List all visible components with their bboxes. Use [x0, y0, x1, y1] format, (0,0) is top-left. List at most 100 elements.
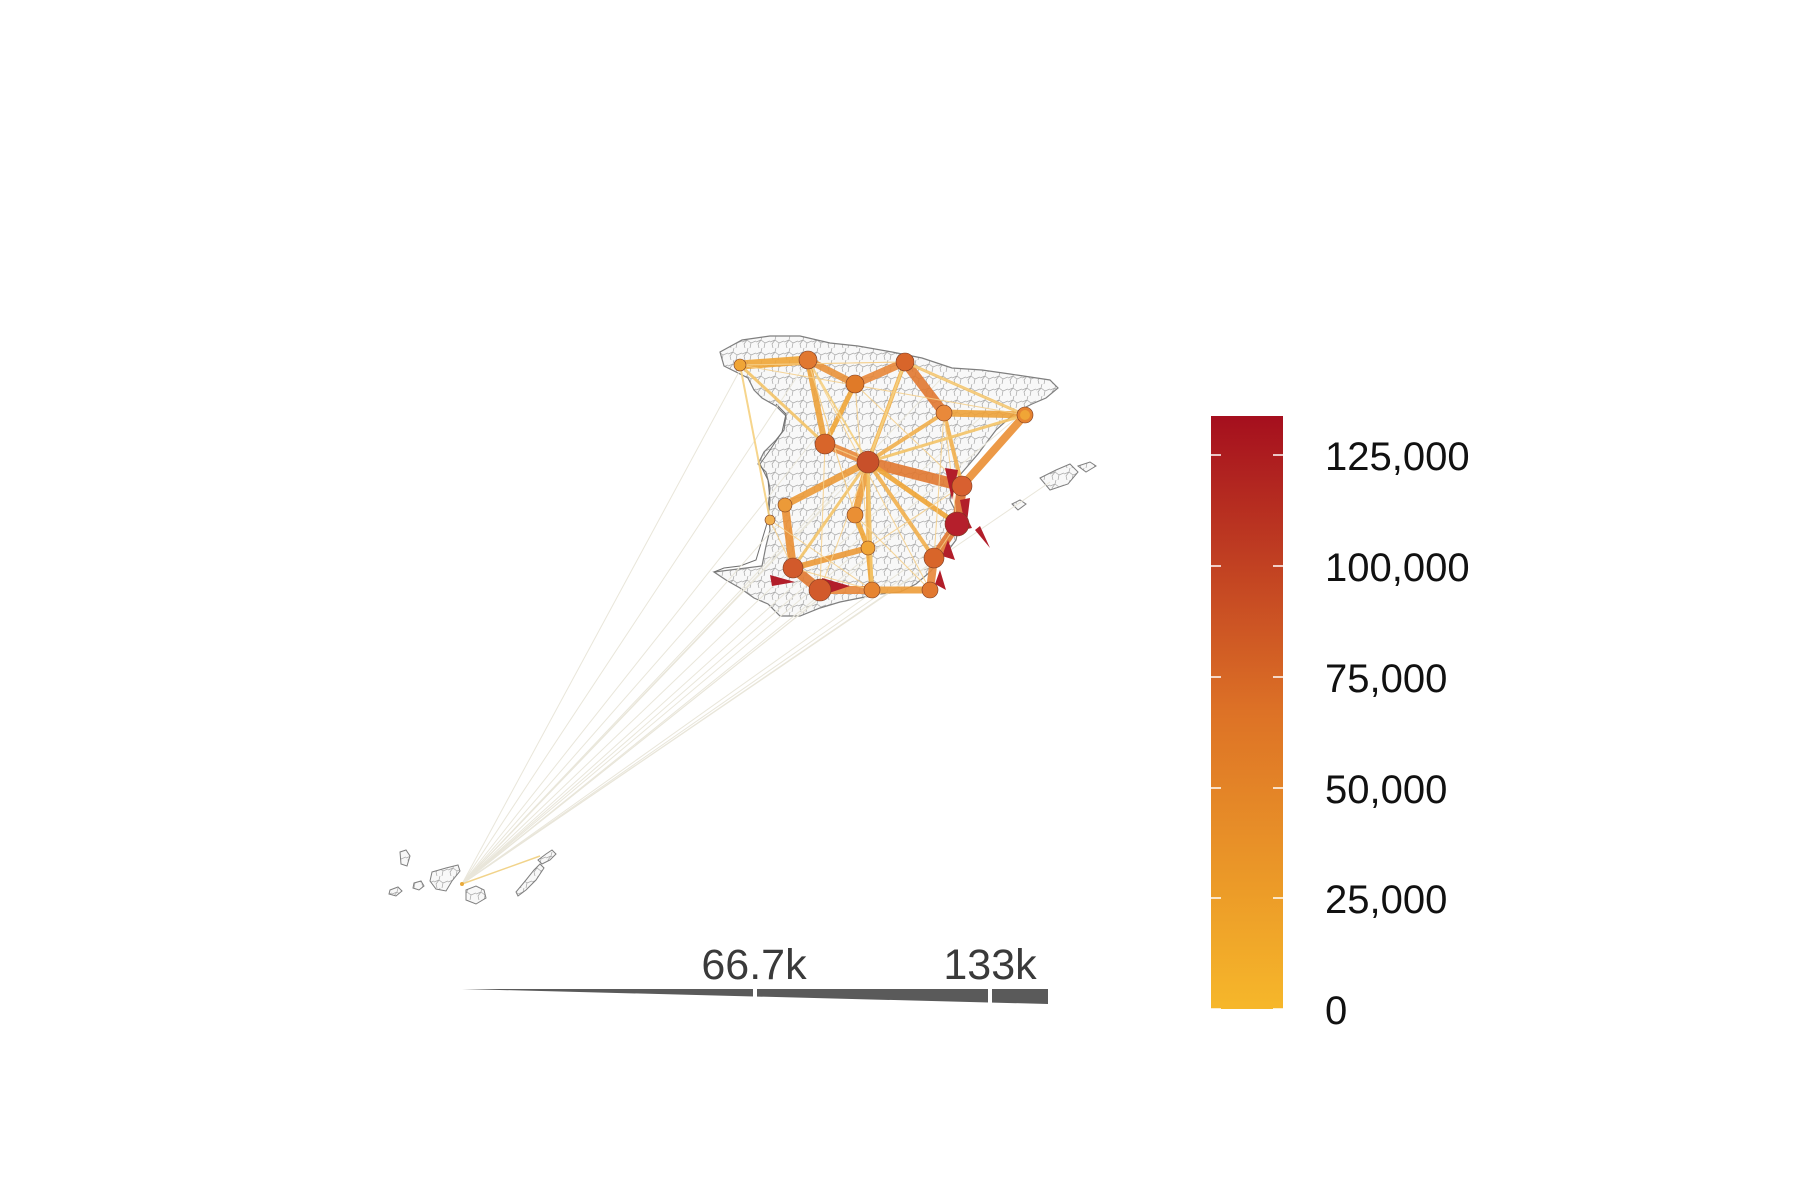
node-vigo — [733, 358, 747, 372]
node-ovi — [798, 350, 818, 370]
node-vall — [814, 433, 836, 455]
faint-flow-7 — [461, 509, 791, 885]
node-zar — [935, 404, 953, 422]
flow-wedge-4 — [935, 570, 946, 590]
flow-mad-val — [862, 456, 968, 492]
legend-label-75000: 75,000 — [1325, 657, 1447, 701]
flow-vigo-vall — [738, 363, 827, 446]
faint-flow-16 — [461, 579, 901, 885]
balearic-islands — [1011, 461, 1097, 511]
faint-flow-lines — [461, 359, 1051, 885]
node-mal — [808, 578, 832, 602]
legend-label-50000: 50,000 — [1325, 768, 1447, 812]
flow-vigo-bad — [739, 364, 771, 521]
flow-mad-gra — [866, 460, 874, 592]
flow-vigo-ovi — [735, 355, 813, 370]
island-mallorca — [1039, 463, 1079, 491]
flow-barc-val — [958, 411, 1029, 490]
flow-mad-sev — [791, 460, 870, 570]
flow-ovi-mad — [807, 359, 869, 463]
color-legend-bar — [1211, 416, 1283, 1009]
flow-wedge-0 — [945, 468, 958, 500]
canary-islands — [388, 849, 557, 905]
flow-zar-mad — [866, 411, 946, 464]
color-legend: 0 25,000 50,000 75,000 100,000 125,000 — [1211, 416, 1470, 1033]
flow-minor-29 — [854, 514, 931, 591]
color-legend-ticks — [1211, 454, 1283, 1010]
flow-minor-22 — [904, 361, 1026, 416]
node-sev — [782, 557, 804, 579]
flow-zar-val — [942, 411, 964, 488]
flow-minor-24 — [739, 364, 1026, 416]
faint-flow-14 — [461, 481, 1051, 885]
flow-wedge-5 — [770, 575, 795, 586]
flow-minor-33 — [819, 443, 826, 591]
flow-wedge-1 — [960, 498, 970, 530]
width-legend: 66.7k 133k — [462, 941, 1048, 1006]
node-cac — [777, 497, 793, 513]
island-lanzarote — [537, 849, 557, 865]
island-fuerteventura — [515, 863, 545, 897]
flow-zar-barc — [940, 409, 1029, 419]
faint-flow-11 — [461, 529, 961, 885]
legend-label-0: 0 — [1325, 989, 1347, 1033]
width-legend-label-mid: 66.7k — [701, 941, 807, 989]
flow-ovi-vall — [805, 357, 828, 447]
flow-minor-38 — [739, 361, 906, 366]
node-gra — [863, 581, 881, 599]
flow-cord-sev — [790, 545, 871, 571]
faint-flow-6 — [461, 499, 831, 885]
flow-mad-cac — [781, 458, 872, 509]
faint-flow-15 — [461, 589, 831, 885]
faint-flow-8 — [461, 569, 791, 885]
flow-minor-34 — [792, 567, 873, 591]
width-legend-label-max: 133k — [943, 941, 1037, 989]
node-sant — [845, 374, 865, 394]
island-gran-canaria — [465, 885, 487, 905]
flow-minor-35 — [807, 359, 931, 591]
flow-mad-bilb — [867, 361, 906, 463]
node-tol — [846, 506, 864, 524]
island-la-palma — [399, 849, 411, 867]
flow-bilb-zar — [900, 357, 949, 418]
node-mur — [923, 547, 945, 569]
flow-wedge-3 — [942, 540, 955, 560]
faint-flow-canary-local — [461, 855, 541, 885]
node-cord — [860, 540, 876, 556]
flow-minor-37 — [769, 519, 873, 591]
flow-cac-sev — [781, 501, 797, 572]
faint-flow-2 — [461, 384, 858, 885]
node-canarias — [460, 882, 464, 886]
faint-flow-0 — [461, 369, 741, 885]
flow-wedge-2 — [975, 526, 990, 548]
node-alic — [944, 511, 970, 537]
island-la-gomera — [412, 880, 425, 891]
node-val — [951, 475, 973, 497]
flow-minor-36 — [867, 485, 963, 549]
faint-flow-13 — [461, 414, 1021, 885]
node-alm — [921, 581, 939, 599]
island-menorca — [1076, 461, 1097, 473]
city-nodes — [460, 350, 1034, 886]
legend-label-25000: 25,000 — [1325, 878, 1447, 922]
flow-minor-30 — [943, 412, 958, 525]
faint-flow-1 — [461, 359, 809, 885]
legend-label-125000: 125,000 — [1325, 435, 1470, 479]
faint-flow-4 — [461, 417, 981, 885]
island-ibiza — [1011, 499, 1027, 511]
legend-label-100000: 100,000 — [1325, 546, 1470, 590]
flow-minor-27 — [854, 383, 963, 487]
node-bad — [764, 514, 776, 526]
faint-flow-17 — [461, 529, 871, 885]
flow-mad-mur — [866, 460, 936, 560]
flow-minor-23 — [933, 412, 945, 559]
node-barcelona-core — [1020, 410, 1030, 420]
island-tenerife — [429, 864, 461, 892]
flow-mad-alic — [865, 459, 960, 527]
node-bilb — [895, 352, 915, 372]
flow-minor-26 — [819, 461, 869, 591]
node-mad — [856, 450, 880, 474]
spain-west-border — [713, 403, 787, 573]
island-el-hierro — [388, 886, 403, 897]
